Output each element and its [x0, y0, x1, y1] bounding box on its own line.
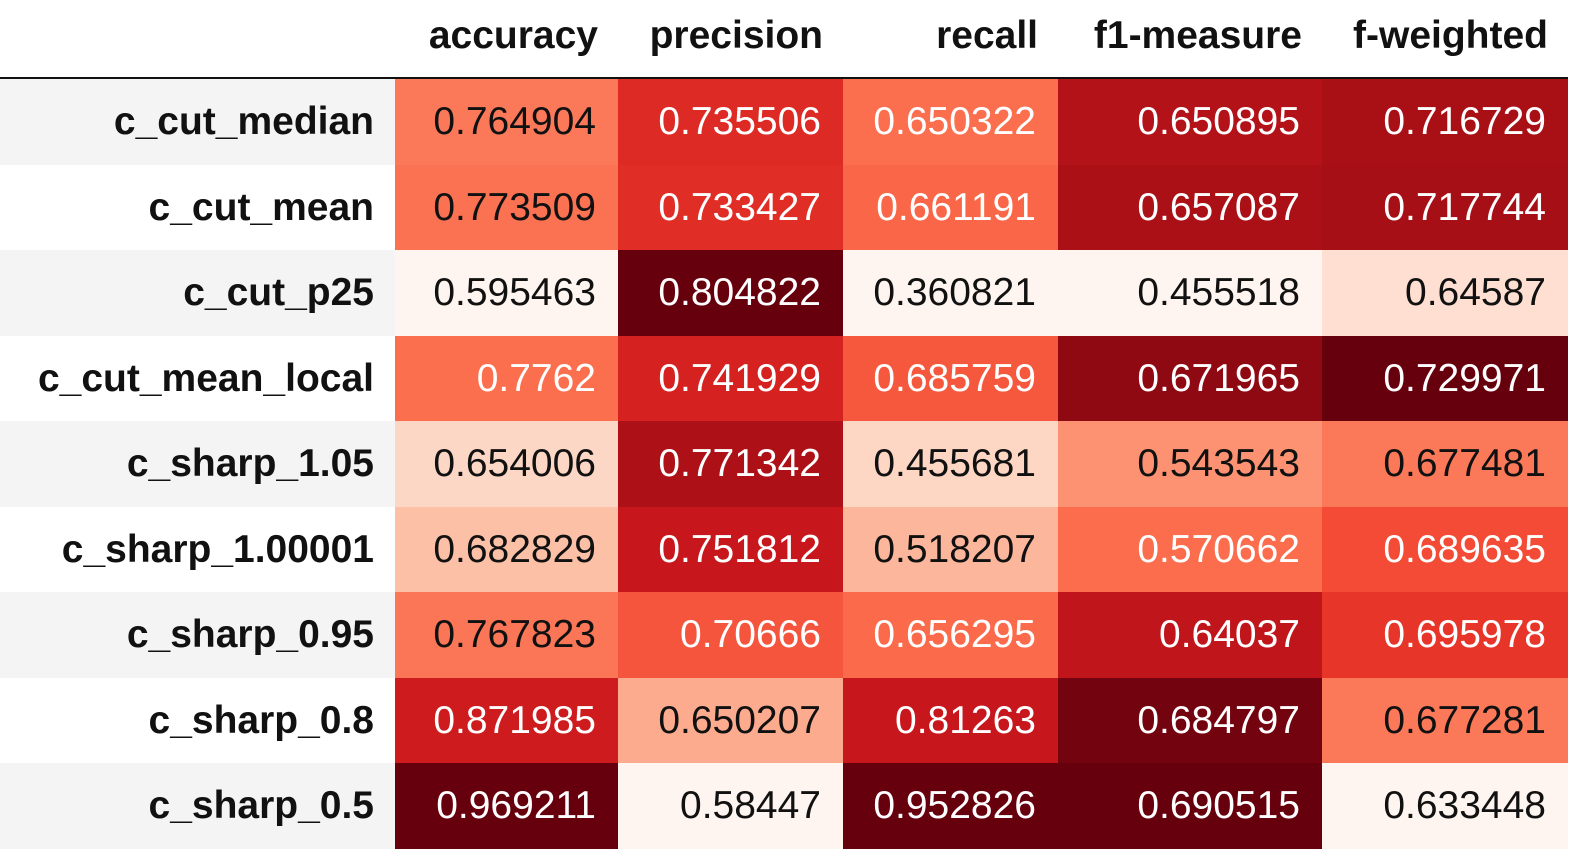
heatmap-cell: 0.716729: [1322, 79, 1568, 165]
row-label: c_sharp_0.95: [126, 613, 374, 656]
heatmap-cell: 0.751812: [618, 506, 843, 592]
heatmap-cell: 0.455518: [1058, 250, 1322, 336]
heatmap-cell: 0.677481: [1322, 421, 1568, 507]
heatmap-cell: 0.767823: [395, 592, 618, 678]
heatmap-cell: 0.677281: [1322, 677, 1568, 763]
heatmap-cell: 0.81263: [843, 677, 1058, 763]
row-band: [0, 677, 395, 763]
heatmap-cell: 0.733427: [618, 164, 843, 250]
row-label: c_cut_median: [113, 100, 374, 143]
heatmap-cell: 0.657087: [1058, 164, 1322, 250]
row-label: c_cut_p25: [183, 271, 374, 314]
heatmap-cell: 0.690515: [1058, 763, 1322, 849]
row-band: [0, 164, 395, 250]
heatmap-cell: 0.650322: [843, 79, 1058, 165]
heatmap-cell: 0.7762: [395, 335, 618, 421]
heatmap-cell: 0.64037: [1058, 592, 1322, 678]
heatmap-cell: 0.654006: [395, 421, 618, 507]
heatmap-cell: 0.70666: [618, 592, 843, 678]
heatmap-cell: 0.64587: [1322, 250, 1568, 336]
row-band: [0, 335, 395, 421]
heatmap-cell: 0.543543: [1058, 421, 1322, 507]
row-label: c_cut_mean: [148, 185, 374, 229]
heatmap-cell: 0.656295: [843, 592, 1058, 678]
column-header-accuracy: accuracy: [428, 14, 598, 57]
heatmap-cell: 0.518207: [843, 506, 1058, 592]
heatmap-cell: 0.455681: [843, 421, 1058, 507]
heatmap-cell: 0.671965: [1058, 335, 1322, 421]
heatmap-cell: 0.689635: [1322, 506, 1568, 592]
heatmap-cell: 0.729971: [1322, 335, 1568, 421]
row-label: c_sharp_1.00001: [61, 527, 374, 571]
heatmap-cell: 0.969211: [395, 763, 618, 849]
row-band: [0, 250, 395, 336]
row-label: c_sharp_0.5: [148, 784, 375, 827]
row-band: [0, 592, 395, 678]
heatmap-cell: 0.650207: [618, 677, 843, 763]
column-header-f1-measure: f1-measure: [1093, 14, 1302, 57]
heatmap-cell: 0.741929: [618, 335, 843, 421]
heatmap-cell: 0.695978: [1322, 592, 1568, 678]
heatmap-cell: 0.771342: [618, 421, 843, 507]
row-band: [0, 763, 395, 849]
heatmap-cell: 0.773509: [395, 164, 618, 250]
heatmap-cell: 0.717744: [1322, 164, 1568, 250]
heatmap-cell: 0.871985: [395, 677, 618, 763]
row-band: [0, 79, 395, 165]
heatmap-cell: 0.682829: [395, 506, 618, 592]
column-header-precision: precision: [649, 14, 823, 57]
heatmap-cell: 0.804822: [618, 250, 843, 336]
row-label: c_sharp_0.8: [148, 698, 375, 742]
heatmap-cell: 0.58447: [618, 763, 843, 849]
heatmap-cell: 0.661191: [843, 164, 1058, 250]
heatmap-cell: 0.650895: [1058, 79, 1322, 165]
row-label: c_cut_mean_local: [37, 356, 374, 400]
heatmap-cell: 0.360821: [843, 250, 1058, 336]
heatmap-cell: 0.570662: [1058, 506, 1322, 592]
heatmap-cell: 0.595463: [395, 250, 618, 336]
row-band: [0, 421, 395, 507]
heatmap-cell: 0.735506: [618, 79, 843, 165]
heatmap-cell: 0.684797: [1058, 677, 1322, 763]
heatmap-cell: 0.764904: [395, 79, 618, 165]
row-label: c_sharp_1.05: [126, 442, 374, 485]
row-band: [0, 506, 395, 592]
heatmap-cell: 0.952826: [843, 763, 1058, 849]
column-header-f-weighted: f-weighted: [1353, 14, 1548, 57]
heatmap-cell: 0.633448: [1322, 763, 1568, 849]
header-rule: [0, 77, 1568, 79]
column-header-recall: recall: [936, 14, 1038, 57]
heatmap-cell: 0.685759: [843, 335, 1058, 421]
